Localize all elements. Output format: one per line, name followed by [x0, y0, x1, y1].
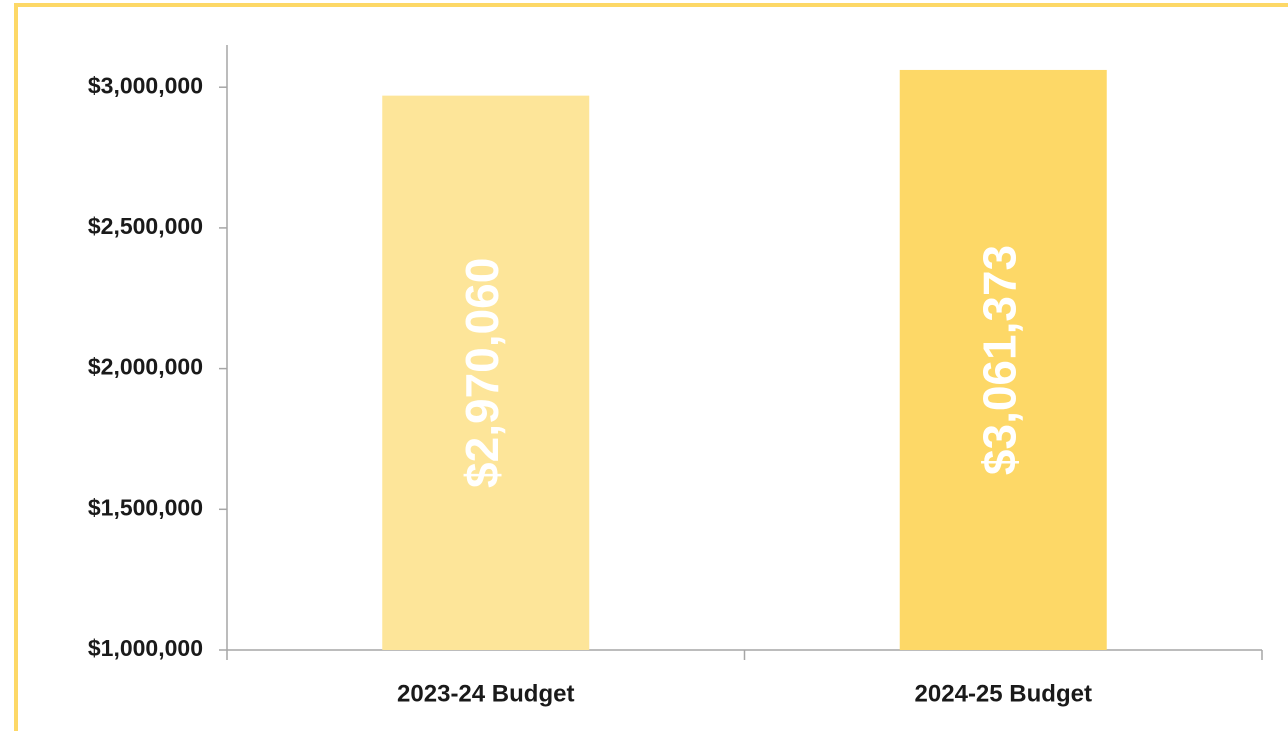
chart-frame [14, 3, 1288, 731]
value-label: $2,970,060 [456, 258, 508, 488]
x-tick-label: 2024-25 Budget [915, 680, 1092, 707]
y-tick-label: $2,500,000 [88, 213, 203, 239]
bar [899, 69, 1107, 651]
bar [382, 95, 590, 650]
y-tick-label: $3,000,000 [88, 72, 203, 98]
y-tick-label: $1,000,000 [88, 635, 203, 661]
x-tick-label: 2023-24 Budget [397, 680, 574, 707]
y-tick-label: $2,000,000 [88, 354, 203, 380]
value-label: $3,061,373 [973, 245, 1025, 475]
y-tick-label: $1,500,000 [88, 494, 203, 520]
